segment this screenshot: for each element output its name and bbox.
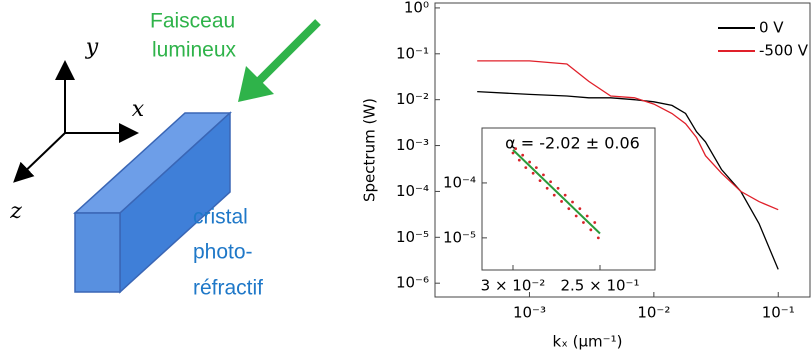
scatter-point [563, 193, 567, 197]
scatter-point [511, 151, 515, 155]
scatter-point [531, 171, 535, 175]
x-tick-label: 10⁻² [637, 304, 670, 322]
legend-label: 0 V [759, 19, 784, 37]
scatter-point [528, 160, 532, 164]
y-tick-label: 10⁻⁴ [443, 173, 476, 191]
axis-label: x [132, 97, 145, 122]
scatter-point [574, 214, 578, 218]
x-tick-label: 10⁻¹ [762, 304, 795, 322]
y-tick-label: 10⁻⁵ [443, 228, 476, 246]
crystal-label: réfractif [193, 277, 263, 300]
scatter-point [589, 228, 593, 232]
annotation: α = -2.02 ± 0.06 [505, 134, 640, 153]
y-tick-label: 10⁻³ [396, 136, 429, 154]
scatter-point [521, 153, 525, 157]
scatter-point [545, 186, 549, 190]
y-tick-label: 10⁻⁴ [396, 182, 429, 200]
fit-line [512, 149, 601, 235]
x-tick-label: 2.5 × 10⁻¹ [561, 277, 640, 295]
scatter-point [585, 214, 589, 218]
scatter-point [524, 166, 528, 170]
beam-label: lumineux [152, 39, 237, 62]
scatter-point [552, 193, 556, 197]
y-tick-label: 10⁻⁶ [396, 274, 429, 292]
y-tick-label: 10⁰ [404, 0, 429, 16]
scatter-point [538, 179, 542, 183]
data-line [477, 90, 779, 270]
crystal-label: cristal [193, 206, 248, 229]
scatter-point [593, 221, 597, 224]
scatter-point [567, 207, 571, 211]
y-axis-title: Spectrum (W) [361, 98, 379, 202]
y-tick-label: 10⁻² [396, 90, 429, 108]
axis-label: y [85, 35, 99, 60]
x-tick-label: 3 × 10⁻² [481, 277, 546, 295]
scatter-point [596, 236, 600, 240]
x-tick-label: 10⁻³ [513, 304, 546, 322]
scatter-point [542, 173, 545, 177]
beam-arrowhead [238, 66, 274, 102]
crystal-front [74, 212, 121, 293]
beam-label: Faisceau [150, 10, 235, 33]
scatter-point [578, 207, 582, 211]
scatter-point [582, 221, 585, 224]
z-axis-arrow [13, 132, 66, 183]
y-tick-label: 10⁻¹ [396, 44, 429, 62]
x-axis-title: kₓ (μm⁻¹) [553, 333, 623, 351]
crystal-label: photo- [193, 241, 253, 264]
axis-label: z [9, 199, 22, 224]
scatter-point [571, 200, 574, 204]
plot-frame [481, 127, 656, 271]
scatter-point [514, 147, 518, 151]
scatter-point [517, 158, 521, 162]
data-line [477, 60, 779, 211]
scatter-point [556, 186, 560, 190]
scatter-point [549, 180, 552, 184]
scatter-point [560, 200, 563, 203]
scatter-point [534, 166, 538, 170]
y-tick-label: 10⁻⁵ [396, 228, 429, 246]
beam-arrow [255, 19, 321, 85]
legend-label: -500 V [759, 42, 809, 60]
